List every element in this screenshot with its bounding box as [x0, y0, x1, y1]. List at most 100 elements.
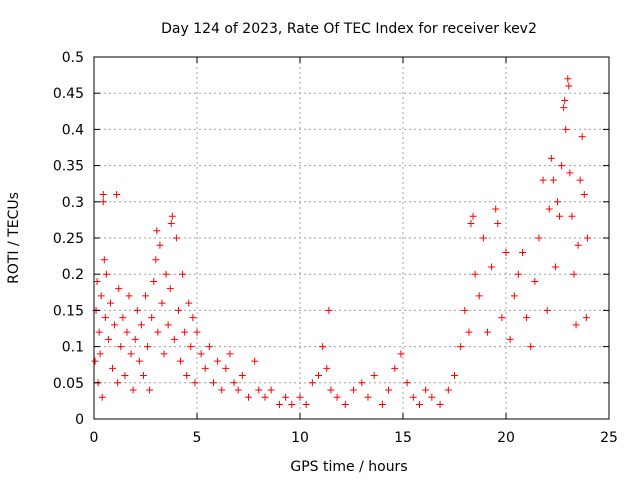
data-point — [350, 386, 358, 394]
data-point — [251, 357, 259, 365]
data-point — [562, 125, 570, 133]
data-point — [187, 343, 195, 351]
data-point — [119, 314, 127, 322]
data-point — [109, 364, 117, 372]
data-point — [127, 350, 135, 358]
data-point — [117, 343, 125, 351]
data-point — [193, 328, 201, 336]
data-point — [492, 205, 500, 213]
data-point — [166, 285, 174, 293]
data-point — [397, 350, 405, 358]
data-point — [104, 335, 112, 343]
data-point — [539, 176, 547, 184]
data-point — [518, 248, 526, 256]
data-point — [543, 306, 551, 314]
data-point — [451, 372, 458, 380]
data-point — [545, 205, 553, 213]
data-point — [535, 234, 543, 242]
x-tick-label: 5 — [193, 430, 202, 446]
data-point — [129, 386, 137, 394]
data-point — [308, 379, 316, 387]
data-point — [580, 191, 588, 199]
data-point — [578, 133, 586, 141]
x-tick-label: 20 — [497, 430, 515, 446]
data-point — [327, 386, 335, 394]
y-tick-label: 0.2 — [62, 267, 84, 283]
data-point — [498, 314, 506, 322]
data-point — [514, 270, 522, 278]
data-point — [152, 256, 160, 264]
data-point — [319, 343, 327, 351]
data-point — [561, 96, 569, 104]
y-tick-label: 0.4 — [62, 122, 84, 138]
data-point — [96, 350, 104, 358]
data-point — [148, 314, 156, 322]
data-point — [554, 198, 561, 206]
data-point — [99, 198, 107, 206]
data-point — [98, 393, 106, 401]
data-point — [510, 292, 518, 300]
data-point — [158, 299, 166, 307]
data-point — [123, 328, 131, 336]
data-point — [565, 82, 573, 90]
data-point — [333, 393, 341, 401]
data-point — [506, 335, 514, 343]
data-point — [183, 372, 191, 380]
data-point — [101, 314, 109, 322]
data-point — [234, 386, 242, 394]
data-point — [325, 306, 333, 314]
data-point — [523, 314, 531, 322]
data-point — [582, 314, 590, 322]
data-point — [288, 401, 296, 409]
data-point — [201, 364, 209, 372]
data-point — [364, 393, 372, 401]
data-point — [226, 350, 234, 358]
data-point — [99, 191, 107, 199]
data-point — [556, 212, 564, 220]
data-point — [181, 328, 189, 336]
data-point — [154, 328, 162, 336]
data-point — [214, 357, 222, 365]
data-point — [358, 379, 366, 387]
data-point — [488, 263, 496, 271]
data-point — [572, 321, 580, 329]
y-tick-label: 0.45 — [53, 86, 84, 102]
data-point — [144, 343, 152, 351]
data-point — [153, 227, 161, 235]
data-point — [189, 314, 197, 322]
data-point — [115, 285, 123, 293]
data-point — [422, 386, 430, 394]
data-point — [114, 379, 122, 387]
data-point — [583, 234, 591, 242]
data-point — [370, 372, 378, 380]
data-point — [142, 292, 149, 300]
data-point — [469, 212, 477, 220]
data-point — [465, 328, 473, 336]
data-point — [106, 299, 114, 307]
data-point — [444, 386, 452, 394]
data-point — [531, 277, 539, 285]
data-point — [467, 220, 475, 228]
data-point — [315, 372, 323, 380]
y-tick-label: 0.3 — [62, 195, 84, 211]
data-point — [150, 277, 158, 285]
data-point — [570, 270, 578, 278]
data-point — [185, 299, 193, 307]
data-point — [125, 292, 133, 300]
data-point — [91, 357, 99, 365]
data-point — [341, 401, 349, 409]
data-point — [162, 270, 170, 278]
data-point — [167, 220, 175, 228]
data-point — [385, 386, 393, 394]
ticks-layer: 0 5 10 15 20 25 0 0.05 0.1 0.15 0.2 0.25 0.3 0.35 0.4 0… — [53, 50, 618, 446]
y-tick-label: 0.05 — [53, 376, 84, 392]
data-point — [282, 393, 290, 401]
data-point — [245, 393, 252, 401]
data-point — [137, 321, 145, 329]
data-point — [113, 191, 121, 199]
data-point — [135, 357, 143, 365]
data-point — [409, 393, 417, 401]
data-point — [111, 321, 119, 329]
